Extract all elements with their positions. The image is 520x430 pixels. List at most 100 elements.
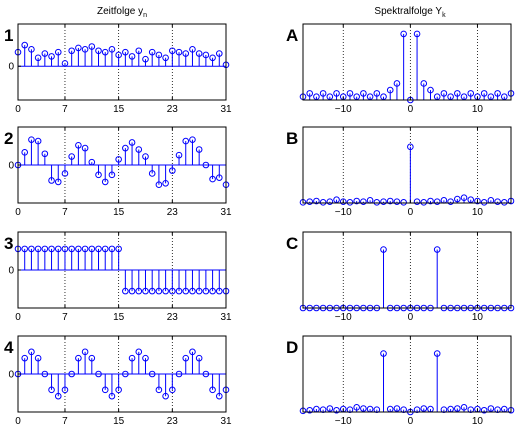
- stem-marker: [162, 179, 169, 187]
- stem-marker: [346, 199, 354, 206]
- stem-marker: [420, 199, 428, 206]
- stem-marker: [75, 141, 82, 149]
- stem-marker: [34, 137, 42, 145]
- stem-marker: [21, 149, 29, 156]
- stem-marker: [360, 405, 367, 412]
- stem-marker: [326, 405, 334, 412]
- stem-marker: [108, 46, 116, 53]
- x-tick-label: −10: [335, 104, 352, 115]
- y-tick-label: 0: [8, 266, 14, 277]
- x-tick-label: 15: [113, 312, 125, 323]
- stem-marker: [122, 48, 129, 56]
- stem-marker: [41, 370, 49, 378]
- stem-marker: [420, 405, 428, 412]
- stem-marker: [135, 348, 143, 356]
- stem-marker: [122, 370, 129, 378]
- stem-marker: [215, 287, 223, 295]
- stem-marker: [61, 386, 69, 394]
- x-tick-label: 15: [113, 207, 125, 218]
- stem-marker: [162, 287, 169, 295]
- stem-marker: [175, 287, 183, 295]
- x-tick-label: 0: [15, 104, 21, 115]
- stem-marker: [433, 198, 441, 205]
- y-tick-label: 0: [8, 62, 14, 73]
- stem-marker: [48, 245, 55, 253]
- stem-marker: [41, 150, 49, 158]
- stem-marker: [128, 53, 136, 60]
- stem-marker: [122, 144, 129, 152]
- stem-marker: [195, 287, 203, 295]
- stem-marker: [500, 199, 508, 206]
- stem-marker: [209, 175, 216, 183]
- stem-marker: [326, 93, 334, 100]
- stem-marker: [54, 48, 62, 56]
- stem-marker: [68, 245, 75, 253]
- stem-marker: [88, 245, 96, 253]
- panel-time-4: 4 0 7 15 23 31 0: [4, 335, 232, 427]
- stem-marker: [108, 245, 116, 253]
- stem-marker: [101, 178, 109, 186]
- stem-marker: [326, 198, 334, 205]
- stem-marker: [215, 50, 223, 57]
- x-tick-label: 10: [472, 207, 484, 218]
- stem-marker: [353, 93, 360, 100]
- panel-time-3: 3 0 7 15 23 31 0: [4, 231, 232, 323]
- stem-marker: [494, 198, 501, 205]
- stem-marker: [460, 93, 468, 100]
- stem-marker: [427, 197, 434, 205]
- x-tick-label: 15: [113, 416, 125, 427]
- y-tick-label: 0: [8, 161, 14, 172]
- stem-marker: [202, 370, 210, 378]
- stem-marker: [169, 386, 176, 394]
- stem-marker: [155, 181, 163, 189]
- stem-marker: [101, 386, 109, 394]
- stem-marker: [454, 405, 461, 412]
- stem-marker: [155, 51, 163, 59]
- panel-label: 1: [4, 26, 13, 45]
- stem-marker: [500, 93, 508, 100]
- stem-marker: [108, 171, 116, 179]
- stem-marker: [373, 199, 381, 206]
- stem-marker: [386, 197, 394, 205]
- stem-marker: [182, 354, 190, 362]
- stem-marker: [209, 386, 216, 394]
- panel-label: C: [286, 234, 298, 253]
- stem-marker: [189, 136, 196, 143]
- panel-time-2: 2 0 7 15 23 31 0: [4, 126, 232, 218]
- stem-marker: [169, 167, 176, 174]
- x-tick-label: 23: [167, 312, 179, 323]
- stem-marker: [135, 47, 143, 55]
- stem-marker: [195, 146, 203, 153]
- panel-label: B: [286, 129, 298, 148]
- x-tick-label: 15: [113, 104, 125, 115]
- axes-box: [302, 23, 512, 101]
- stem-marker: [162, 392, 169, 400]
- stem-marker: [101, 245, 109, 253]
- axes-box: [302, 126, 512, 204]
- stem-marker: [28, 348, 35, 356]
- stem-marker: [95, 245, 102, 253]
- stem-marker: [366, 93, 374, 100]
- stem-marker: [380, 350, 387, 357]
- stem-marker: [81, 348, 89, 356]
- stem-marker: [54, 245, 62, 253]
- x-tick-label: 7: [62, 104, 68, 115]
- stem-marker: [142, 354, 149, 362]
- stem-marker: [346, 90, 354, 97]
- stem-marker: [115, 51, 122, 59]
- stem-marker: [28, 46, 35, 53]
- axes-box: [302, 231, 512, 309]
- stem-marker: [142, 55, 149, 63]
- stem-marker: [393, 80, 401, 87]
- stem-marker: [306, 198, 314, 205]
- stem-marker: [319, 199, 327, 206]
- stem-marker: [68, 47, 75, 55]
- stem-marker: [202, 161, 210, 169]
- stem-marker: [169, 47, 176, 55]
- stem-marker: [122, 287, 129, 295]
- stem-marker: [148, 370, 156, 378]
- stem-marker: [95, 370, 102, 378]
- stem-marker: [215, 392, 223, 400]
